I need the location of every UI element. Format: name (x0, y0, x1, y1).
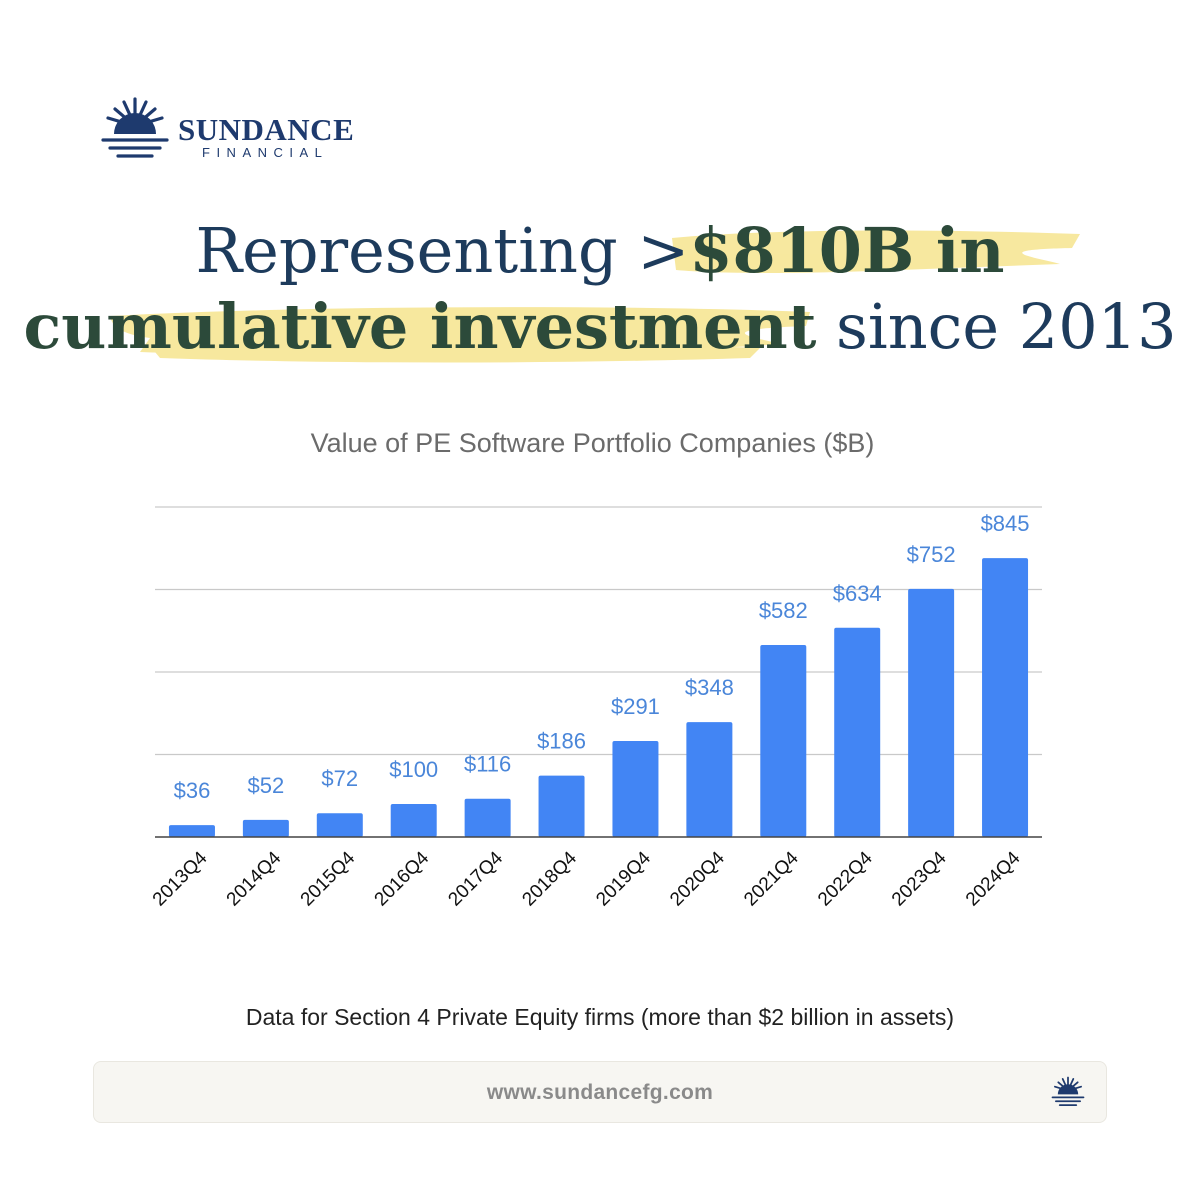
footnote: Data for Section 4 Private Equity firms … (245, 1004, 955, 1030)
headline-line-1: Representing >$810B in (0, 220, 1200, 282)
brand-name: SUNDANCE (178, 112, 355, 147)
bar-chart: $36 2013Q4 $52 2014Q4 $72 2015Q4 $100 2016Q4 $11… (149, 506, 1042, 910)
data-label: $52 (248, 773, 285, 798)
x-tick-label: 2018Q4 (518, 847, 581, 910)
headline-line-2: cumulative investment since 2013 (0, 296, 1200, 358)
chart-title: Value of PE Software Portfolio Companies… (310, 428, 875, 458)
x-tick-label: 2023Q4 (888, 847, 951, 910)
bar-2017Q4 (464, 798, 511, 837)
x-tick-label: 2024Q4 (962, 847, 1025, 910)
bar-2021Q4 (760, 644, 807, 837)
data-label: $291 (611, 694, 660, 719)
bar-2014Q4 (242, 819, 289, 837)
data-label: $100 (389, 757, 438, 782)
bar-2016Q4 (390, 804, 437, 837)
sun-logo-icon (1051, 1076, 1085, 1106)
headline: Representing >$810B in cumulative invest… (0, 208, 1200, 388)
x-tick-label: 2019Q4 (592, 847, 655, 910)
data-label: $845 (981, 511, 1030, 536)
x-tick-label: 2015Q4 (297, 847, 360, 910)
data-label: $116 (464, 752, 511, 777)
data-label: $634 (833, 581, 882, 606)
headline-text-strong-2: cumulative investment (23, 290, 817, 363)
headline-text-plain-2: since 2013 (816, 290, 1177, 363)
bar-2024Q4 (982, 558, 1029, 837)
x-tick-label: 2017Q4 (444, 847, 507, 910)
bar-2015Q4 (316, 813, 363, 837)
headline-text-strong-1: $810B in (689, 214, 1005, 287)
headline-text-plain-1: Representing > (195, 214, 690, 287)
data-label: $582 (759, 598, 808, 623)
data-label: $186 (537, 729, 586, 754)
bar-2022Q4 (834, 627, 881, 837)
x-tick-label: 2020Q4 (666, 847, 729, 910)
x-tick-label: 2016Q4 (371, 847, 434, 910)
sun-logo-icon (101, 97, 169, 158)
data-label: $348 (685, 675, 734, 700)
data-label: $36 (174, 778, 211, 803)
bar-2018Q4 (538, 775, 585, 837)
x-tick-label: 2013Q4 (149, 847, 212, 910)
brand-logo: SUNDANCE FINANCIAL (100, 96, 380, 166)
x-tick-label: 2022Q4 (814, 847, 877, 910)
brand-subtitle: FINANCIAL (202, 145, 329, 160)
bar-2020Q4 (686, 722, 733, 837)
bar-2023Q4 (908, 588, 955, 837)
bar-2019Q4 (612, 740, 659, 837)
highlight-strokes (110, 230, 1080, 363)
x-tick-label: 2014Q4 (223, 847, 286, 910)
website-link[interactable]: www.sundancefg.com (486, 1081, 714, 1104)
x-tick-label: 2021Q4 (740, 847, 803, 910)
bar-2013Q4 (168, 825, 215, 837)
data-label: $752 (907, 542, 956, 567)
data-label: $72 (321, 766, 358, 791)
footer-bar: www.sundancefg.com (93, 1061, 1107, 1123)
